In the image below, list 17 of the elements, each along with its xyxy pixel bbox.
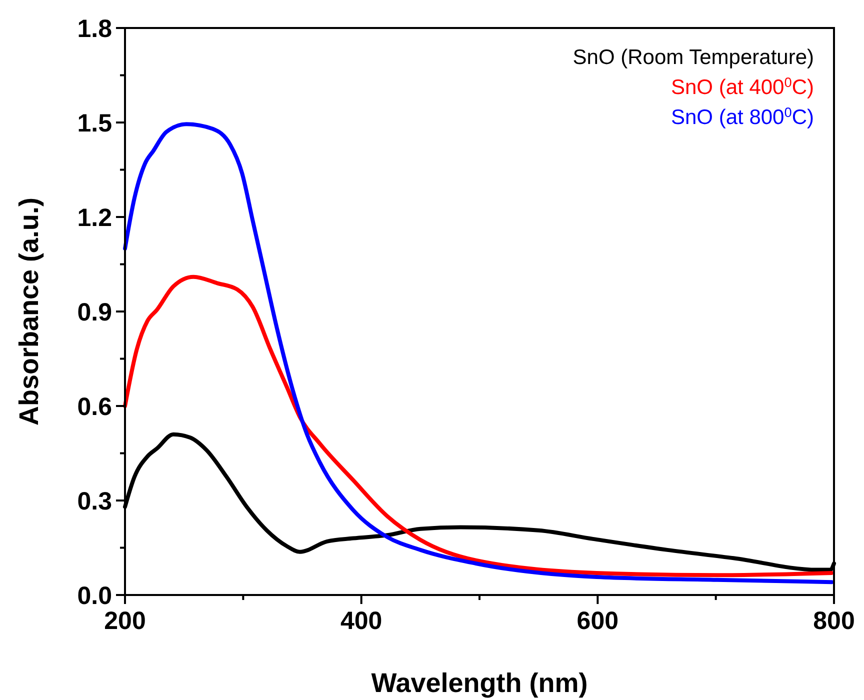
y-tick-label: 1.8 xyxy=(77,14,112,43)
text: SnO (Room Temperature) xyxy=(572,46,814,69)
y-tick-label: 0.6 xyxy=(77,392,112,421)
x-tick-label: 600 xyxy=(576,607,619,635)
x-tick-label: 800 xyxy=(813,607,855,635)
y-tick-label: 0.0 xyxy=(77,582,112,610)
x-axis-title: Wavelength (nm) xyxy=(371,668,588,698)
line-series xyxy=(123,274,834,578)
text: SnO (at 400$^{0}$C) xyxy=(671,74,814,99)
y-tick-label: 0.9 xyxy=(77,298,112,326)
y-tick-label: 1.5 xyxy=(77,109,112,138)
y-tick-label: 1.2 xyxy=(77,204,112,232)
x-tick-label: 400 xyxy=(340,607,382,635)
y-axis-title: Absorbance (a.u.) xyxy=(14,197,44,426)
x-tick-label: 200 xyxy=(104,607,146,635)
y-tick-label: 0.3 xyxy=(77,487,112,516)
text: SnO (at 800$^{0}$C) xyxy=(671,104,814,129)
